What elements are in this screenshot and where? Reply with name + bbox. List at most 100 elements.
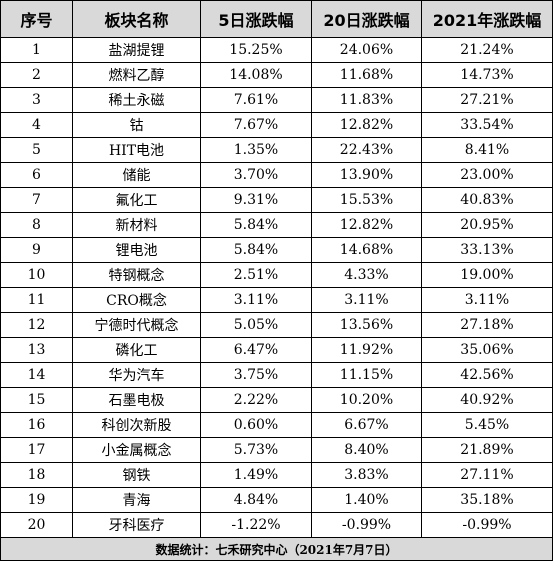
sector-name-cell: 磷化工	[72, 337, 201, 363]
rank-cell: 18	[0, 462, 73, 488]
change-20day-cell: 13.90%	[311, 162, 422, 188]
sector-name-cell: 燃料乙醇	[72, 62, 201, 88]
change-20day-cell: 11.83%	[311, 87, 422, 113]
table-row: 10 特钢概念 2.51% 4.33% 19.00%	[0, 262, 553, 288]
change-ytd-cell: 19.00%	[421, 262, 553, 288]
change-ytd-cell: 3.11%	[421, 287, 553, 313]
change-20day-cell: 12.82%	[311, 112, 422, 138]
table-row: 7 氟化工 9.31% 15.53% 40.83%	[0, 187, 553, 213]
change-5day-cell: 5.84%	[200, 237, 312, 263]
rank-cell: 5	[0, 137, 73, 163]
change-ytd-cell: 8.41%	[421, 137, 553, 163]
sector-name-cell: 稀土永磁	[72, 87, 201, 113]
change-5day-cell: 7.61%	[200, 87, 312, 113]
rank-cell: 13	[0, 337, 73, 363]
data-source-note: 数据统计：七禾研究中心（2021年7月7日）	[0, 537, 553, 561]
change-ytd-cell: -0.99%	[421, 512, 553, 538]
table-body: 1 盐湖提锂 15.25% 24.06% 21.24% 2 燃料乙醇 14.08% 11.68%…	[0, 37, 553, 538]
change-ytd-cell: 40.83%	[421, 187, 553, 213]
change-20day-cell: 3.83%	[311, 462, 422, 488]
change-20day-cell: 22.43%	[311, 137, 422, 163]
table-row: 17 小金属概念 5.73% 8.40% 21.89%	[0, 437, 553, 463]
sector-name-cell: 锂电池	[72, 237, 201, 263]
rank-cell: 20	[0, 512, 73, 538]
table-row: 18 钢铁 1.49% 3.83% 27.11%	[0, 462, 553, 488]
header-row: 序号 板块名称 5日涨跌幅 20日涨跌幅 2021年涨跌幅	[0, 0, 553, 38]
change-ytd-cell: 5.45%	[421, 412, 553, 438]
table-row: 12 宁德时代概念 5.05% 13.56% 27.18%	[0, 312, 553, 338]
change-20day-cell: 14.68%	[311, 237, 422, 263]
change-5day-cell: 14.08%	[200, 62, 312, 88]
change-ytd-cell: 21.89%	[421, 437, 553, 463]
change-20day-cell: 10.20%	[311, 387, 422, 413]
rank-cell: 16	[0, 412, 73, 438]
change-ytd-cell: 33.13%	[421, 237, 553, 263]
change-20day-cell: 12.82%	[311, 212, 422, 238]
rank-cell: 19	[0, 487, 73, 513]
rank-cell: 3	[0, 87, 73, 113]
sector-name-cell: 新材料	[72, 212, 201, 238]
table-row: 9 锂电池 5.84% 14.68% 33.13%	[0, 237, 553, 263]
header-5day-change: 5日涨跌幅	[200, 0, 312, 38]
sector-name-cell: 石墨电极	[72, 387, 201, 413]
change-ytd-cell: 23.00%	[421, 162, 553, 188]
change-ytd-cell: 35.18%	[421, 487, 553, 513]
change-5day-cell: -1.22%	[200, 512, 312, 538]
table-row: 20 牙科医疗 -1.22% -0.99% -0.99%	[0, 512, 553, 538]
change-5day-cell: 5.84%	[200, 212, 312, 238]
rank-cell: 1	[0, 37, 73, 63]
rank-cell: 15	[0, 387, 73, 413]
change-5day-cell: 1.49%	[200, 462, 312, 488]
table-row: 16 科创次新股 0.60% 6.67% 5.45%	[0, 412, 553, 438]
sector-name-cell: 氟化工	[72, 187, 201, 213]
change-5day-cell: 2.51%	[200, 262, 312, 288]
sector-name-cell: 宁德时代概念	[72, 312, 201, 338]
change-5day-cell: 3.70%	[200, 162, 312, 188]
change-5day-cell: 5.73%	[200, 437, 312, 463]
change-ytd-cell: 40.92%	[421, 387, 553, 413]
change-20day-cell: 8.40%	[311, 437, 422, 463]
rank-cell: 2	[0, 62, 73, 88]
table-row: 19 青海 4.84% 1.40% 35.18%	[0, 487, 553, 513]
change-ytd-cell: 27.18%	[421, 312, 553, 338]
change-5day-cell: 2.22%	[200, 387, 312, 413]
sector-name-cell: 小金属概念	[72, 437, 201, 463]
change-5day-cell: 9.31%	[200, 187, 312, 213]
change-ytd-cell: 33.54%	[421, 112, 553, 138]
change-20day-cell: 3.11%	[311, 287, 422, 313]
table-row: 1 盐湖提锂 15.25% 24.06% 21.24%	[0, 37, 553, 63]
sector-name-cell: 牙科医疗	[72, 512, 201, 538]
change-5day-cell: 5.05%	[200, 312, 312, 338]
change-5day-cell: 3.75%	[200, 362, 312, 388]
sector-name-cell: 钢铁	[72, 462, 201, 488]
change-ytd-cell: 35.06%	[421, 337, 553, 363]
rank-cell: 6	[0, 162, 73, 188]
sector-name-cell: HIT电池	[72, 137, 201, 163]
sector-name-cell: 储能	[72, 162, 201, 188]
change-5day-cell: 6.47%	[200, 337, 312, 363]
table-row: 5 HIT电池 1.35% 22.43% 8.41%	[0, 137, 553, 163]
change-20day-cell: 11.68%	[311, 62, 422, 88]
rank-cell: 12	[0, 312, 73, 338]
table-row: 2 燃料乙醇 14.08% 11.68% 14.73%	[0, 62, 553, 88]
change-20day-cell: 1.40%	[311, 487, 422, 513]
change-ytd-cell: 14.73%	[421, 62, 553, 88]
sector-name-cell: CRO概念	[72, 287, 201, 313]
change-5day-cell: 7.67%	[200, 112, 312, 138]
rank-cell: 10	[0, 262, 73, 288]
change-ytd-cell: 42.56%	[421, 362, 553, 388]
change-20day-cell: 13.56%	[311, 312, 422, 338]
change-20day-cell: 4.33%	[311, 262, 422, 288]
change-5day-cell: 4.84%	[200, 487, 312, 513]
rank-cell: 9	[0, 237, 73, 263]
table-row: 15 石墨电极 2.22% 10.20% 40.92%	[0, 387, 553, 413]
table-row: 4 钴 7.67% 12.82% 33.54%	[0, 112, 553, 138]
rank-cell: 17	[0, 437, 73, 463]
header-20day-change: 20日涨跌幅	[311, 0, 422, 38]
rank-cell: 4	[0, 112, 73, 138]
change-ytd-cell: 27.21%	[421, 87, 553, 113]
change-20day-cell: 15.53%	[311, 187, 422, 213]
rank-cell: 14	[0, 362, 73, 388]
table-row: 6 储能 3.70% 13.90% 23.00%	[0, 162, 553, 188]
